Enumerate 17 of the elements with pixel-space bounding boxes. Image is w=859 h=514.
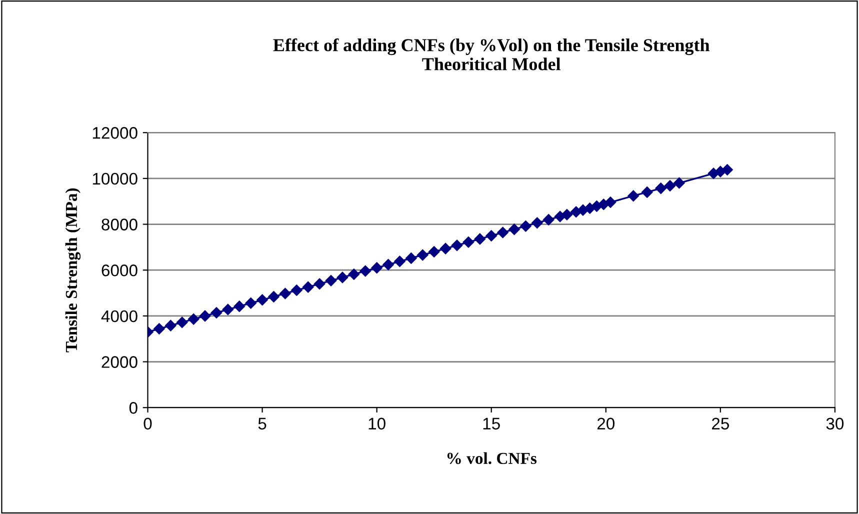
x-tick-label: 25 [712,418,729,430]
y-tick-label: 12000 [92,127,138,139]
chart-title: Effect of adding CNFs (by %Vol) on the Tensile Strength Theoritical Model [273,38,710,70]
y-tick-label: 2000 [102,356,138,368]
y-tick-label: 4000 [101,310,138,322]
x-tick-label: 15 [483,418,500,430]
x-tick-label: 20 [597,418,614,430]
y-tick-label: 6000 [102,264,138,276]
x-tick-label: 5 [258,418,266,430]
y-tick-label: 8000 [102,218,138,230]
x-tick-label: 10 [368,418,386,430]
y-axis-title: Tensile Strength (MPa) [65,188,81,352]
y-tick-label: 10000 [92,172,138,185]
x-tick-label: 0 [144,418,152,430]
x-tick-label: 30 [826,418,844,430]
x-axis-title: % vol. CNFs [447,452,537,464]
y-tick-label: 0 [129,402,138,414]
